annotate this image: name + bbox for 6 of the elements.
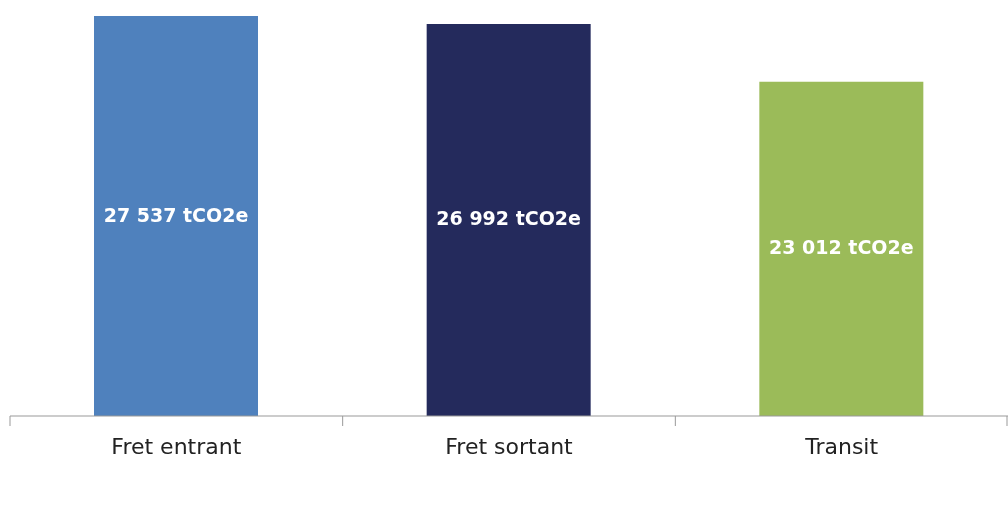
data-label: 23 012 tCO2e [769, 236, 914, 259]
x-tick-label: Transit [804, 434, 879, 459]
data-label: 26 992 tCO2e [436, 207, 581, 230]
x-tick-label: Fret entrant [111, 434, 242, 459]
x-tick-label: Fret sortant [445, 434, 574, 459]
data-label: 27 537 tCO2e [103, 203, 249, 226]
